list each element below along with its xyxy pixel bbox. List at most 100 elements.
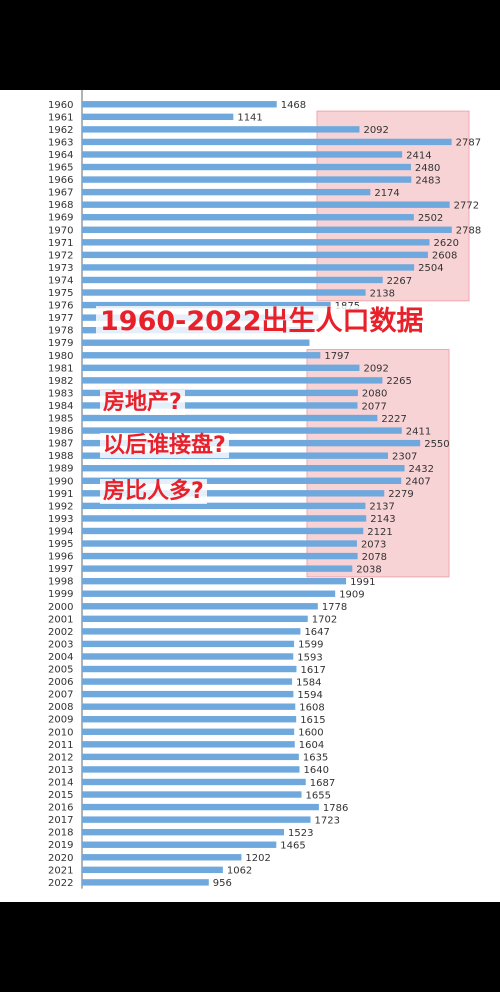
year-label: 1990 bbox=[48, 476, 73, 487]
year-label: 2018 bbox=[48, 828, 73, 839]
value-label: 2432 bbox=[409, 464, 434, 475]
bar-2016 bbox=[82, 803, 319, 811]
year-label: 2011 bbox=[48, 740, 73, 751]
bar-1990 bbox=[82, 477, 402, 484]
value-label: 2077 bbox=[361, 401, 386, 412]
year-label: 1985 bbox=[48, 414, 73, 425]
year-label: 1968 bbox=[48, 200, 73, 211]
value-label: 1608 bbox=[299, 702, 324, 713]
value-label: 2788 bbox=[456, 226, 481, 237]
value-label: 1593 bbox=[297, 652, 322, 663]
year-label: 2016 bbox=[48, 803, 73, 814]
value-label: 2092 bbox=[363, 364, 388, 375]
year-label: 1961 bbox=[48, 112, 73, 123]
year-label: 2003 bbox=[48, 639, 73, 650]
bar-1974 bbox=[82, 276, 383, 284]
bar-2021 bbox=[82, 866, 223, 874]
year-label: 1977 bbox=[48, 313, 73, 324]
value-label: 1991 bbox=[350, 577, 375, 588]
value-label: 2279 bbox=[388, 489, 413, 500]
year-label: 1989 bbox=[48, 464, 73, 475]
year-label: 1973 bbox=[48, 263, 73, 274]
bar-1966 bbox=[82, 176, 412, 183]
year-label: 2002 bbox=[48, 627, 73, 638]
overlay-question-who-takes-over: 以后谁接盘? bbox=[100, 433, 229, 459]
year-label: 2022 bbox=[48, 878, 73, 889]
year-label: 2012 bbox=[48, 752, 73, 763]
bar-1996 bbox=[82, 552, 358, 560]
bar-1995 bbox=[82, 540, 357, 547]
value-label: 2138 bbox=[370, 288, 395, 299]
value-label: 2092 bbox=[363, 125, 388, 136]
bar-1976 bbox=[82, 301, 331, 309]
bar-1997 bbox=[82, 565, 353, 572]
value-label: 2307 bbox=[392, 451, 417, 462]
highlight-box-2 bbox=[306, 349, 450, 578]
bar-2000 bbox=[82, 603, 318, 610]
year-label: 1979 bbox=[48, 338, 73, 349]
overlay-question-more-houses: 房比人多? bbox=[100, 479, 207, 505]
value-label: 2787 bbox=[456, 138, 481, 149]
bar-2005 bbox=[82, 665, 297, 673]
value-label: 2143 bbox=[370, 514, 395, 525]
bar-1962 bbox=[82, 126, 360, 133]
value-label: 1604 bbox=[299, 740, 324, 751]
year-label: 1969 bbox=[48, 213, 73, 224]
bar-1998 bbox=[82, 577, 347, 585]
bar-1967 bbox=[82, 188, 371, 196]
value-label: 2407 bbox=[405, 477, 430, 488]
bar-2014 bbox=[82, 778, 306, 786]
year-label: 1960 bbox=[48, 100, 73, 111]
year-label: 2017 bbox=[48, 815, 73, 826]
bar-1973 bbox=[82, 264, 415, 271]
year-label: 2007 bbox=[48, 690, 73, 701]
year-label: 1975 bbox=[48, 288, 73, 299]
year-label: 1998 bbox=[48, 577, 73, 588]
year-label: 1984 bbox=[48, 401, 73, 412]
year-label: 1992 bbox=[48, 501, 73, 512]
bar-2006 bbox=[82, 678, 293, 685]
bar-1988 bbox=[82, 452, 388, 459]
year-label: 2006 bbox=[48, 677, 73, 688]
year-label: 1982 bbox=[48, 376, 73, 387]
value-label: 2265 bbox=[386, 376, 411, 387]
value-label: 1465 bbox=[280, 841, 305, 852]
bar-2011 bbox=[82, 741, 295, 748]
value-label: 1202 bbox=[245, 853, 270, 864]
bar-2010 bbox=[82, 728, 295, 735]
bar-1964 bbox=[82, 151, 403, 158]
year-label: 1965 bbox=[48, 163, 73, 174]
bar-1999 bbox=[82, 590, 336, 597]
year-label: 2001 bbox=[48, 614, 73, 625]
value-label: 1617 bbox=[300, 665, 325, 676]
value-label: 1786 bbox=[323, 803, 348, 814]
value-label: 1778 bbox=[322, 602, 347, 613]
year-label: 2013 bbox=[48, 765, 73, 776]
bar-1983 bbox=[82, 389, 358, 397]
bar-1992 bbox=[82, 502, 366, 510]
value-label: 2121 bbox=[367, 527, 392, 538]
bar-1986 bbox=[82, 427, 402, 434]
value-label: 2080 bbox=[362, 389, 387, 400]
year-label: 2019 bbox=[48, 840, 73, 851]
screenshot-frame: 1960 1468 1961 1141 1962 2092 1963 2787 1964 2414… bbox=[0, 90, 500, 902]
value-label: 2608 bbox=[432, 251, 457, 262]
overlay-title: 1960-2022出生人口数据 bbox=[96, 306, 428, 338]
value-label: 1702 bbox=[312, 615, 337, 626]
year-label: 1972 bbox=[48, 250, 73, 261]
bar-1993 bbox=[82, 515, 367, 522]
year-label: 1964 bbox=[48, 150, 73, 161]
overlay-question-real-estate: 房地产? bbox=[100, 390, 185, 416]
bar-1971 bbox=[82, 239, 430, 246]
value-label: 2414 bbox=[406, 150, 431, 161]
value-label: 1615 bbox=[300, 715, 325, 726]
year-label: 1981 bbox=[48, 363, 73, 374]
bar-1960 bbox=[82, 101, 277, 108]
bar-2009 bbox=[82, 716, 297, 723]
bar-2013 bbox=[82, 766, 300, 773]
bar-1961 bbox=[82, 113, 234, 121]
year-label: 1974 bbox=[48, 275, 73, 286]
value-label: 2550 bbox=[424, 439, 449, 450]
value-label: 1723 bbox=[315, 815, 340, 826]
value-label: 2227 bbox=[381, 414, 406, 425]
